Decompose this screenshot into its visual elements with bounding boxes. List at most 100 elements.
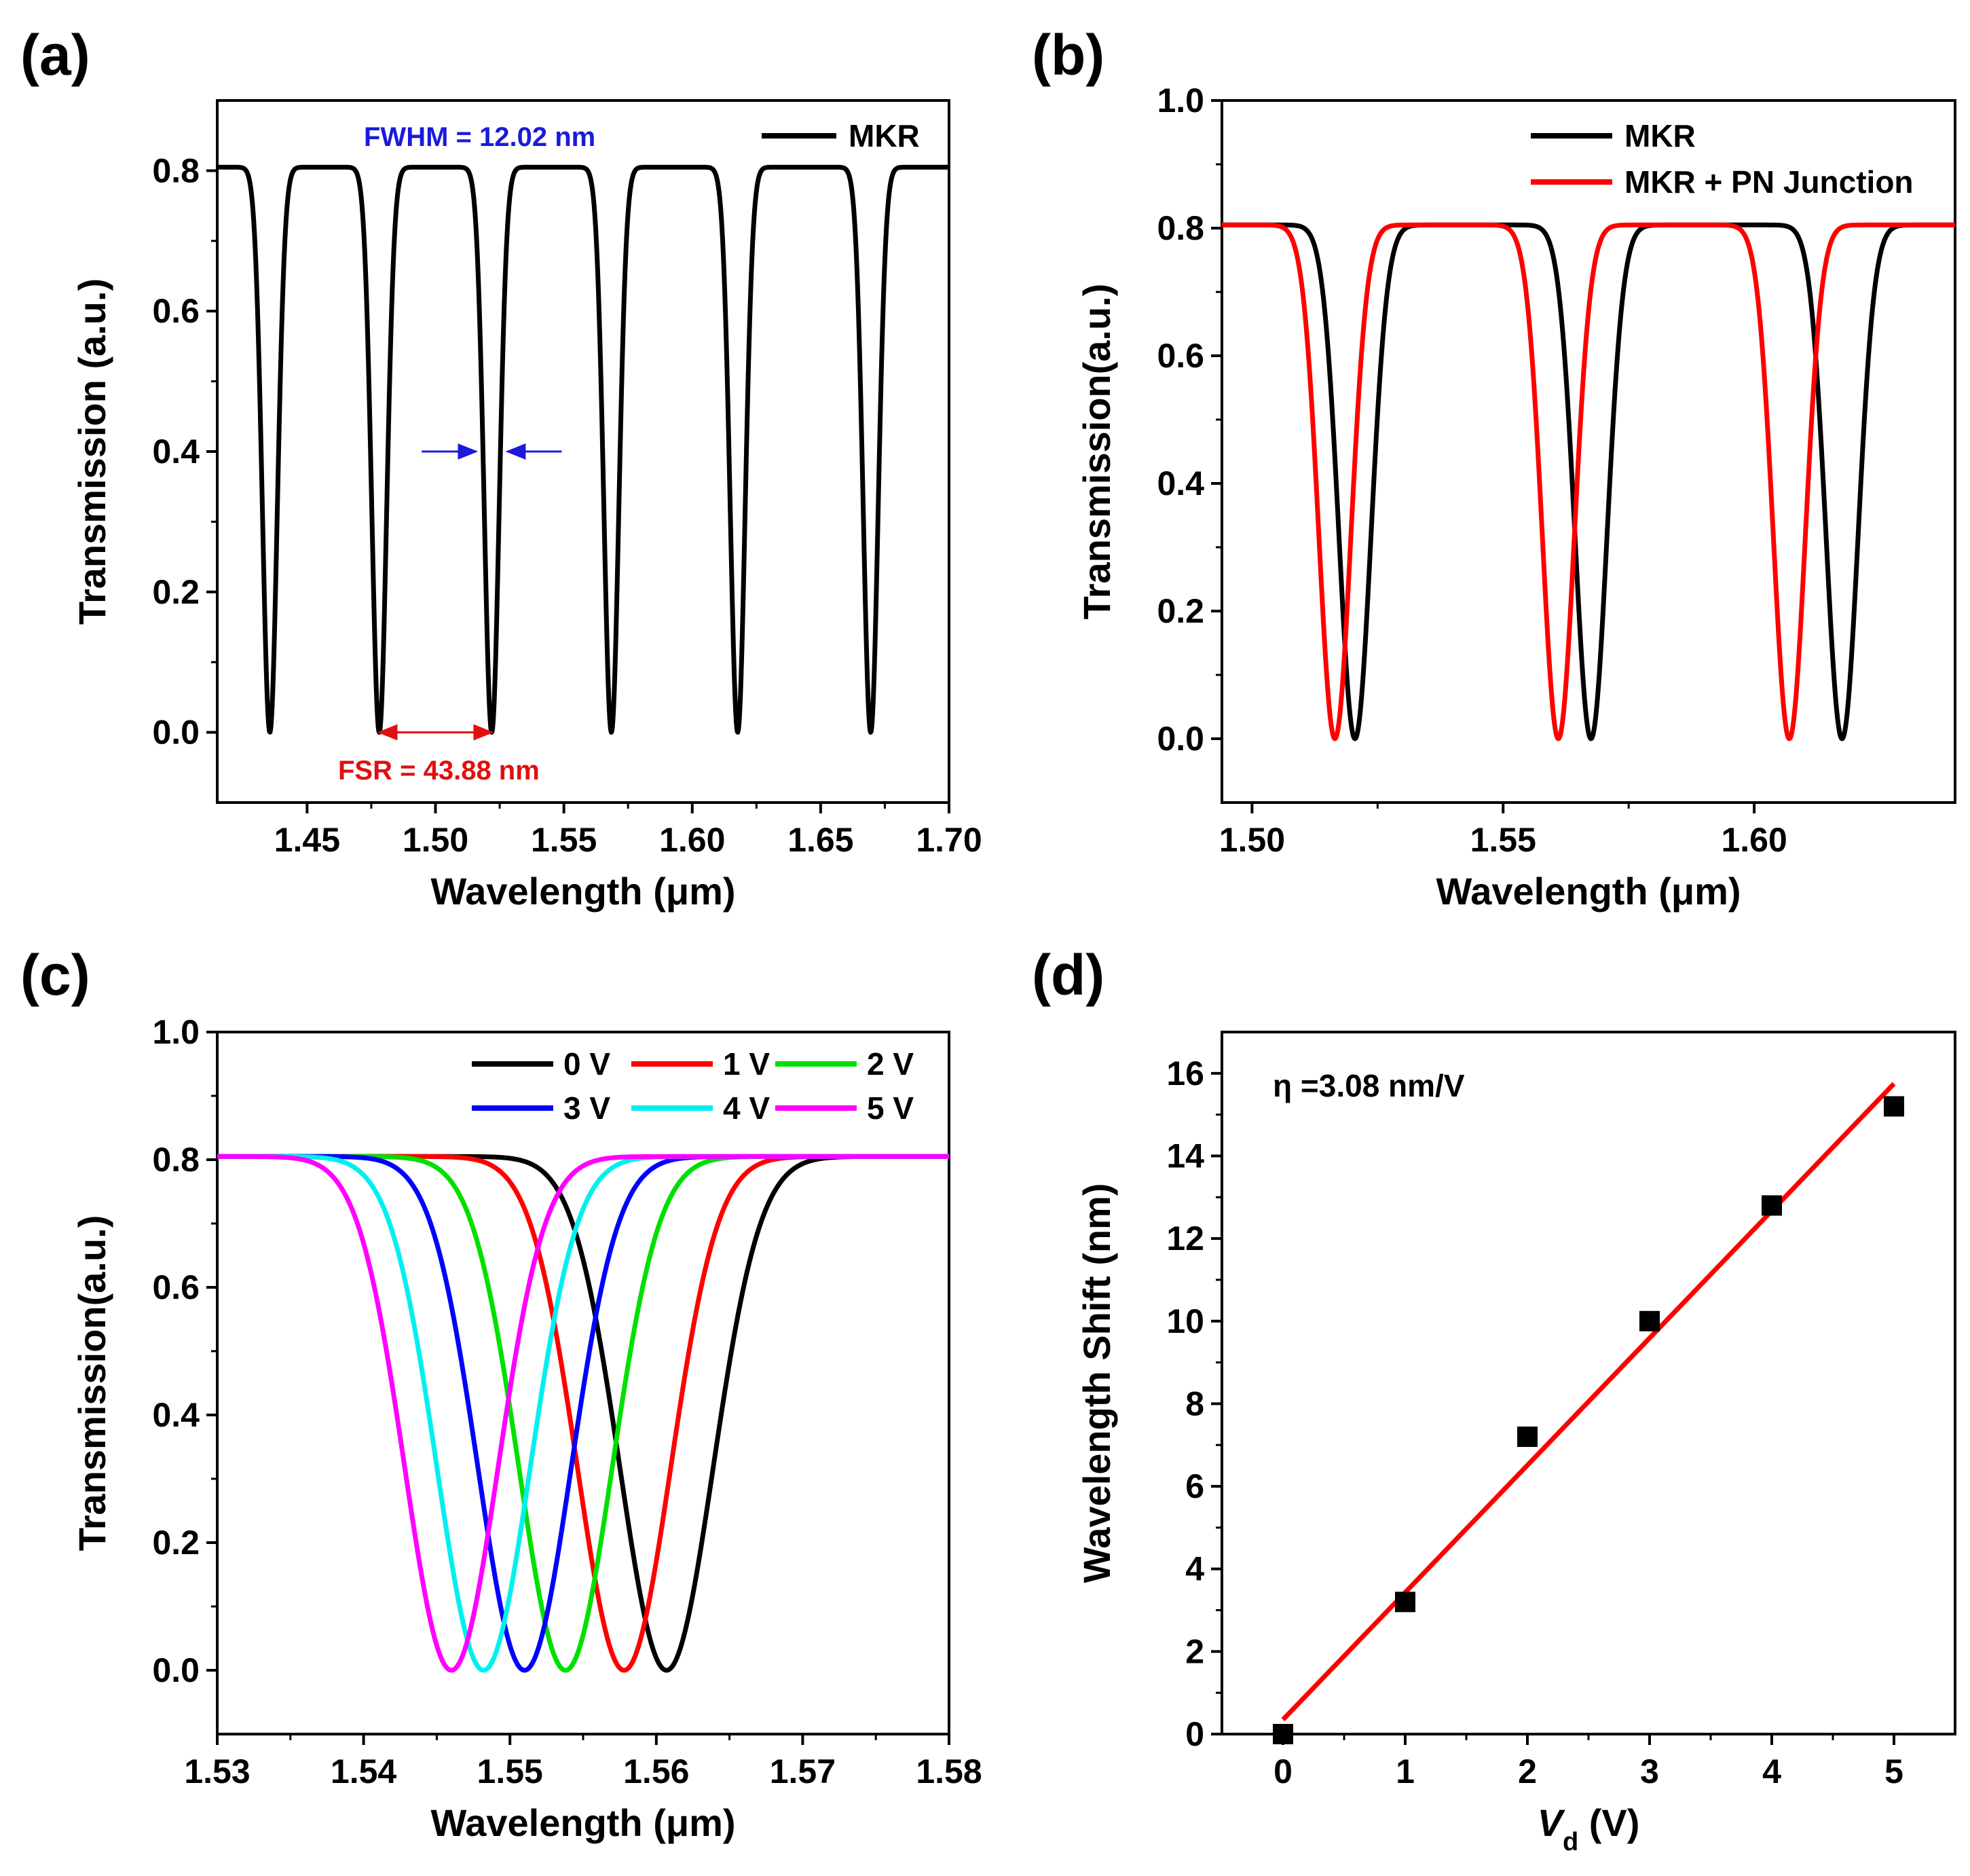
y-axis-title-d: Wavelength Shift (nm) [1075,1183,1118,1583]
x-axis-title-a: Wavelength (μm) [430,870,735,913]
x-tick-label: 4 [1762,1752,1781,1790]
y-tick-label: 0.0 [152,1651,200,1689]
legend-label: MKR [849,118,920,153]
y-tick-label: 2 [1185,1632,1204,1670]
y-tick-label: 0 [1185,1715,1204,1753]
legend-label: 1 V [723,1046,770,1082]
y-axis-title-c: Transmission(a.u.) [71,1215,113,1551]
x-tick-label: 5 [1884,1752,1903,1790]
y-tick-label: 0.6 [152,292,200,330]
x-tick-label: 1.50 [1219,821,1285,859]
data-point [1762,1195,1782,1216]
x-axis-title-symbol: V [1538,1801,1566,1844]
x-axis-title-d: Vd (V) [1538,1801,1640,1856]
y-tick-label: 0.4 [152,1396,200,1434]
y-tick-label: 0.0 [152,714,200,752]
panel-label-d: (d) [1032,943,1104,1007]
series-line-0-v [217,1154,949,1673]
series-line-4-v [217,1154,949,1673]
y-tick-label: 16 [1166,1054,1204,1092]
x-tick-label: 1.55 [477,1752,543,1790]
legend-label: 4 V [723,1090,770,1126]
y-tick-label: 14 [1166,1137,1204,1175]
series-group-a [217,164,949,735]
x-tick-label: 1.57 [770,1752,836,1790]
axes-frame-b: 1.50 1.55 1.60 0.0 0.2 0.4 0.6 0.8 1.0 [1157,81,1956,859]
y-tick-label: 0.8 [152,1141,200,1179]
y-tick-label: 0.6 [1157,337,1204,375]
y-tick-label: 0.8 [1157,209,1204,247]
x-tick-label: 1.55 [1470,821,1536,859]
x-tick-label: 1.58 [916,1752,982,1790]
x-tick-label: 2 [1518,1752,1537,1790]
y-tick-label: 6 [1185,1467,1204,1505]
series-line-mkr [217,164,949,735]
fit-line [1281,1082,1896,1722]
x-tick-label: 1.60 [659,821,725,859]
legend-label: MKR [1624,118,1696,153]
legend-b: MKR MKR + PN Junction [1531,118,1914,200]
series-line-3-v [217,1154,949,1673]
x-axis-title-c: Wavelength (μm) [430,1801,735,1844]
x-axis-title-subscript: d [1563,1828,1578,1856]
x-axis-title-b: Wavelength (μm) [1436,870,1741,913]
y-tick-label: 0.4 [152,433,200,471]
y-tick-label: 1.0 [1157,81,1204,119]
fsr-label: FSR = 43.88 nm [338,756,540,786]
plot-frame [216,99,950,804]
series-line-5-v [217,1154,949,1673]
data-point [1884,1096,1904,1117]
data-point [1517,1427,1538,1448]
x-tick-label: 1.50 [403,821,468,859]
legend-a: MKR [762,118,920,153]
fwhm-label: FWHM = 12.02 nm [364,122,595,152]
y-tick-label: 0.2 [1157,592,1204,630]
legend-label: MKR + PN Junction [1624,164,1914,200]
y-tick-label: 10 [1166,1302,1204,1340]
data-point [1639,1310,1660,1331]
series-line-1-v [217,1154,949,1673]
x-tick-label: 1.70 [916,821,982,859]
series-group-c [217,1154,949,1673]
series-line-mkr-pn-junction [1222,222,1955,741]
scatter-points [1273,1096,1904,1744]
legend-label: 0 V [563,1046,610,1082]
y-tick-label: 0.6 [152,1268,200,1306]
data-point [1395,1592,1415,1613]
x-tick-label: 3 [1640,1752,1659,1790]
x-tick-label: 0 [1274,1752,1293,1790]
y-tick-label: 1.0 [152,1013,200,1051]
legend-c: 0 V 1 V 2 V 3 V 4 V 5 V [472,1046,914,1126]
x-axis-title-unit: (V) [1578,1801,1639,1844]
panel-label-b: (b) [1032,23,1104,87]
y-tick-label: 0.0 [1157,720,1204,758]
series-line-2-v [217,1154,949,1673]
annotations-a: FWHM = 12.02 nm FSR = 43.88 nm [338,122,595,786]
legend-label: 3 V [563,1090,610,1126]
y-tick-label: 0.2 [152,573,200,611]
legend-label: 5 V [867,1090,914,1126]
x-tick-label: 1.54 [331,1752,397,1790]
x-tick-label: 1.56 [623,1752,689,1790]
legend-label: 2 V [867,1046,914,1082]
y-tick-label: 0.8 [152,151,200,189]
x-tick-label: 1.65 [787,821,853,859]
data-point [1273,1724,1293,1744]
y-tick-label: 12 [1166,1219,1204,1257]
x-tick-label: 1.53 [184,1752,250,1790]
y-tick-label: 4 [1185,1550,1204,1588]
y-tick-label: 0.2 [152,1524,200,1562]
series-group-b [1222,222,1955,741]
axes-frame-c: 1.53 1.54 1.55 1.56 1.57 1.58 0.0 0.2 0.4 0.6 0.8 1… [152,1013,982,1790]
y-tick-label: 8 [1185,1384,1204,1422]
x-tick-label: 1 [1396,1752,1415,1790]
x-tick-label: 1.45 [274,821,340,859]
panel-label-a: (a) [20,23,90,87]
panel-label-c: (c) [20,943,90,1007]
plot-frame [1221,99,1956,804]
axes-frame-a: 1.45 1.50 1.55 1.60 1.65 1.70 0.0 0.2 0.4 0.6 0.8 [152,99,982,859]
sensitivity-annotation: η =3.08 nm/V [1273,1068,1465,1103]
y-tick-label: 0.4 [1157,464,1204,502]
